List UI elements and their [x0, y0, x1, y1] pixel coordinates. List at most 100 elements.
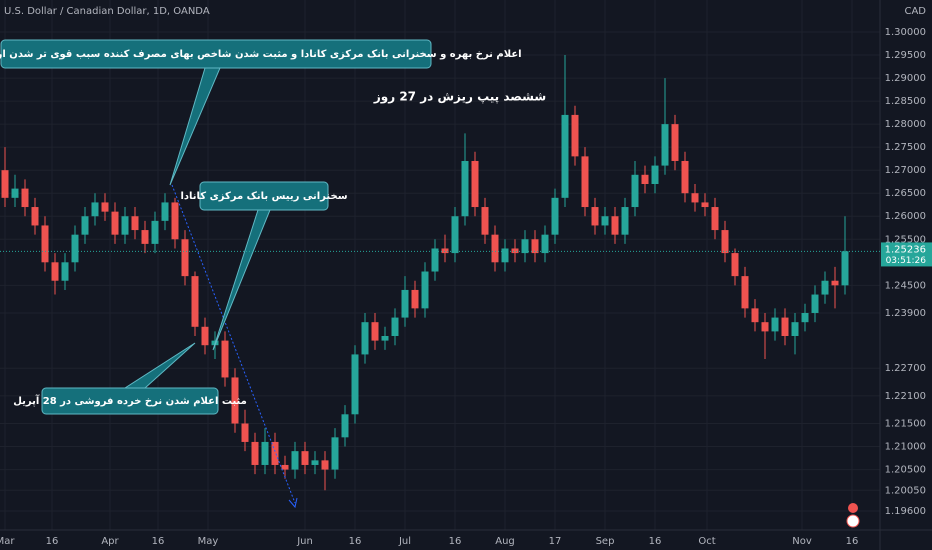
x-tick-label: 17 — [549, 536, 562, 547]
x-tick-label: May — [198, 536, 219, 547]
candle-body — [11, 188, 19, 198]
x-tick-label: Aug — [495, 536, 515, 547]
candle-body — [321, 460, 329, 470]
candle-body — [171, 202, 179, 240]
y-tick-label: 1.22100 — [885, 391, 926, 402]
candle-body — [731, 253, 739, 277]
x-tick-label: Apr — [101, 536, 119, 547]
x-tick-label: Nov — [792, 536, 812, 547]
callout-text: سخنرانی رییس بانک مرکزی کانادا — [180, 191, 347, 202]
candle-body — [291, 451, 299, 470]
currency: CAD — [904, 6, 926, 17]
callout-pointer — [212, 209, 271, 351]
candle-body — [381, 335, 389, 341]
candle-body — [771, 317, 779, 332]
candle-body — [431, 248, 439, 272]
y-tick-label: 1.21500 — [885, 419, 926, 430]
x-tick-label: 16 — [449, 536, 462, 547]
candle-body — [391, 317, 399, 336]
candle-body — [671, 124, 679, 161]
candle-body — [821, 280, 829, 295]
y-tick-label: 1.25500 — [885, 234, 926, 245]
y-tick-label: 1.24500 — [885, 280, 926, 291]
candle-body — [161, 202, 169, 221]
candle-body — [571, 114, 579, 157]
callout-pointer — [123, 342, 196, 389]
x-tick-label: 16 — [349, 536, 362, 547]
candle-body — [221, 340, 229, 378]
candle-body — [41, 225, 49, 263]
candles — [1, 55, 849, 491]
candle-body — [621, 207, 629, 235]
candle-body — [311, 460, 319, 465]
candle-body — [71, 234, 79, 263]
candle-body — [631, 174, 639, 208]
y-tick-label: 1.30000 — [885, 27, 926, 38]
candle-body — [601, 216, 609, 226]
candle-body — [701, 202, 709, 208]
x-tick-label: 16 — [846, 536, 859, 547]
candle-body — [651, 165, 659, 185]
chart-title: U.S. Dollar / Canadian Dollar, 1D, OANDA — [4, 6, 210, 17]
candle-body — [91, 202, 99, 217]
candle-body — [191, 276, 199, 327]
candle-body — [301, 451, 309, 465]
x-tick-label: 16 — [46, 536, 59, 547]
candle-body — [781, 317, 789, 336]
candle-body — [471, 160, 479, 208]
callout-box — [41, 387, 219, 415]
y-tick-label: 1.19600 — [885, 506, 926, 517]
candle-body — [801, 312, 809, 323]
candle-body — [661, 124, 669, 166]
candle-body — [481, 207, 489, 235]
candle-body — [491, 234, 499, 263]
y-tick-label: 1.29000 — [885, 73, 926, 84]
candle-body — [121, 216, 129, 235]
x-tick-label: 16 — [152, 536, 165, 547]
candle-body — [561, 114, 569, 198]
callout-pointer — [169, 67, 221, 186]
candle-body — [551, 197, 559, 235]
candle-body — [151, 220, 159, 244]
annotation-text: ششصد پیپ ریزش در 27 روز — [373, 90, 546, 105]
y-tick-label: 1.29500 — [885, 50, 926, 61]
y-tick-label: 1.20050 — [885, 485, 926, 496]
y-tick-label: 1.28000 — [885, 119, 926, 130]
candle-body — [611, 216, 619, 235]
candle-body — [541, 234, 549, 254]
candle-body — [721, 230, 729, 254]
y-tick-label: 1.27500 — [885, 142, 926, 153]
candle-body — [591, 207, 599, 226]
last-price-label: 1.25236 — [885, 244, 926, 255]
candle-body — [751, 308, 759, 323]
candle-body — [201, 326, 209, 346]
x-tick-label: Jul — [398, 536, 411, 547]
x-tick-label: Oct — [698, 536, 715, 547]
candle-body — [511, 248, 519, 254]
candle-body — [691, 193, 699, 203]
candle-body — [791, 322, 799, 336]
candle-body — [331, 437, 339, 470]
y-tick-label: 1.26500 — [885, 188, 926, 199]
candle-body — [351, 354, 359, 415]
candle-body — [61, 262, 69, 281]
grid — [0, 0, 880, 530]
y-tick-label: 1.23900 — [885, 308, 926, 319]
countdown-label: 03:51:26 — [886, 256, 927, 266]
candle-body — [141, 230, 149, 244]
event-icon — [846, 514, 860, 528]
candle-body — [271, 441, 279, 465]
callout-text: اعلام نرخ بهره و سخنرانی بانک مرکزی کانا… — [0, 47, 522, 60]
callout-box — [0, 39, 432, 69]
candle-body — [441, 248, 449, 254]
x-tick-label: Jun — [296, 536, 313, 547]
candle-body — [51, 262, 59, 281]
candle-body — [741, 276, 749, 309]
y-tick-label: 1.27000 — [885, 165, 926, 176]
candle-body — [401, 289, 409, 318]
candle-body — [241, 423, 249, 442]
x-tick-label: Sep — [596, 536, 615, 547]
axes: 1.30000 1.29500 1.29000 1.28500 1.28000 1.275… — [0, 27, 926, 547]
candle-body — [261, 441, 269, 465]
